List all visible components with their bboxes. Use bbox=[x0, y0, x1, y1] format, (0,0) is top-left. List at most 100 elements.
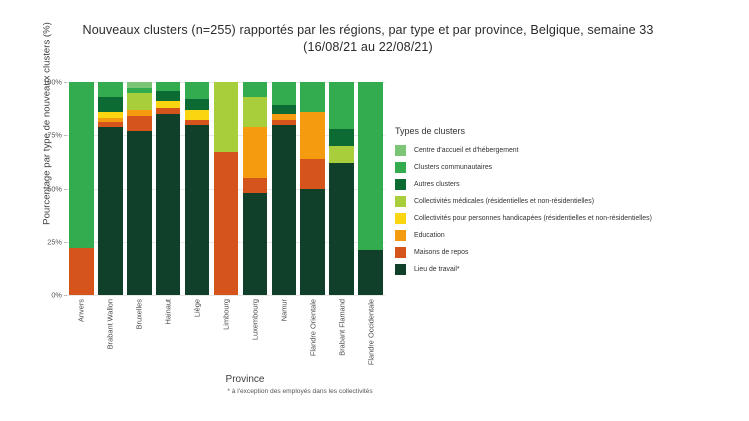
bar-column[interactable] bbox=[183, 82, 212, 295]
bar-segment[interactable] bbox=[242, 82, 268, 97]
bar-segment[interactable] bbox=[127, 92, 152, 110]
y-axis-tick-mark bbox=[64, 188, 67, 190]
legend-swatch bbox=[395, 230, 406, 241]
bar-segment[interactable] bbox=[184, 124, 210, 295]
bar-segment[interactable] bbox=[358, 82, 383, 251]
bar-segment[interactable] bbox=[184, 82, 210, 100]
y-axis-tick-mark bbox=[64, 135, 67, 137]
x-axis-label-cell: Flandre Occidentale bbox=[356, 297, 385, 375]
chart-title: Nouveaux clusters (n=255) rapportés par … bbox=[38, 22, 698, 56]
y-axis-tick-label: 75% bbox=[47, 130, 62, 140]
bar-segment[interactable] bbox=[127, 82, 152, 89]
legend-item[interactable]: Clusters communautaires bbox=[395, 159, 745, 176]
legend-item-label: Centre d'accueil et d'hébergement bbox=[414, 147, 519, 154]
legend-item[interactable]: Collectivités pour personnes handicapées… bbox=[395, 210, 745, 227]
bar-segment[interactable] bbox=[242, 177, 268, 193]
bar-segment[interactable] bbox=[155, 82, 181, 91]
bar-column[interactable] bbox=[212, 82, 241, 295]
y-axis-tick-mark bbox=[64, 241, 67, 243]
legend-item-label: Collectivités pour personnes handicapées… bbox=[414, 215, 652, 222]
bar-column[interactable] bbox=[269, 82, 298, 295]
bar-segment[interactable] bbox=[69, 82, 94, 249]
legend-item[interactable]: Autres clusters bbox=[395, 176, 745, 193]
bar-segment[interactable] bbox=[98, 96, 123, 112]
legend-title: Types de clusters bbox=[395, 126, 466, 136]
x-axis-label-cell: Flandre Orientale bbox=[298, 297, 327, 375]
bar-segment[interactable] bbox=[127, 116, 152, 131]
bar-segment[interactable] bbox=[358, 250, 383, 295]
bar-segment[interactable] bbox=[69, 248, 94, 295]
legend-item[interactable]: Lieu de travail* bbox=[395, 261, 745, 278]
bar-segment[interactable] bbox=[329, 162, 354, 295]
bar-segment[interactable] bbox=[300, 188, 325, 295]
bar-column[interactable] bbox=[125, 82, 154, 295]
bar-column[interactable] bbox=[154, 82, 183, 295]
bar-column[interactable] bbox=[96, 82, 125, 295]
y-axis-tick-mark bbox=[64, 82, 67, 83]
bar-segment[interactable] bbox=[271, 82, 297, 106]
bar-column[interactable] bbox=[240, 82, 269, 295]
y-axis-title: Pourcentage par type de nouveaux cluster… bbox=[41, 22, 53, 225]
bar-segment[interactable] bbox=[155, 90, 181, 102]
x-axis-label-cell: Limbourg bbox=[212, 297, 241, 375]
bar-column[interactable] bbox=[298, 82, 327, 295]
legend-item[interactable]: Maisons de repos bbox=[395, 244, 745, 261]
legend-item[interactable]: Centre d'accueil et d'hébergement bbox=[395, 142, 745, 159]
bar-segment[interactable] bbox=[184, 109, 210, 121]
legend-item-label: Autres clusters bbox=[414, 181, 460, 188]
bar-segment[interactable] bbox=[98, 118, 123, 123]
legend-swatch bbox=[395, 264, 406, 275]
legend-swatch bbox=[395, 162, 406, 173]
bar-segment[interactable] bbox=[329, 145, 354, 163]
bar-segment[interactable] bbox=[184, 99, 210, 110]
bar-segment[interactable] bbox=[155, 101, 181, 108]
legend-item-label: Clusters communautaires bbox=[414, 164, 493, 171]
x-axis-label-cell: Bruxelles bbox=[125, 297, 154, 375]
bar-segment[interactable] bbox=[271, 120, 297, 125]
bar-segment[interactable] bbox=[98, 82, 123, 97]
x-axis-tick-label: Namur bbox=[279, 299, 289, 322]
bar-segment[interactable] bbox=[300, 82, 325, 112]
bar-segment[interactable] bbox=[271, 124, 297, 295]
bar-segment[interactable] bbox=[242, 96, 268, 127]
legend-item-label: Collectivités médicales (résidentielles … bbox=[414, 198, 595, 205]
bar-segment[interactable] bbox=[184, 120, 210, 125]
bar-segment[interactable] bbox=[213, 152, 239, 295]
bar-column[interactable] bbox=[327, 82, 356, 295]
x-axis-tick-label: Brabant Flamand bbox=[337, 299, 347, 356]
bar-segment[interactable] bbox=[300, 158, 325, 189]
legend-item[interactable]: Education bbox=[395, 227, 745, 244]
bar-segment[interactable] bbox=[329, 82, 354, 129]
bar-segment[interactable] bbox=[271, 113, 297, 121]
x-axis-label-cell: Luxembourg bbox=[240, 297, 269, 375]
bar-segment[interactable] bbox=[242, 192, 268, 295]
bar-column[interactable] bbox=[356, 82, 385, 295]
bar-segment[interactable] bbox=[98, 111, 123, 119]
legend-swatch bbox=[395, 179, 406, 190]
x-axis-label-cell: Liège bbox=[183, 297, 212, 375]
legend-swatch bbox=[395, 213, 406, 224]
bar-segment[interactable] bbox=[271, 105, 297, 114]
bar-segment[interactable] bbox=[155, 107, 181, 114]
gridline bbox=[67, 295, 385, 296]
x-axis-tick-label: Bruxelles bbox=[134, 299, 144, 330]
x-axis-tick-label: Flandre Orientale bbox=[308, 299, 318, 357]
x-axis-labels: Anvers Brabant Wallon Bruxelles Hainaut Lièg… bbox=[67, 297, 385, 375]
bar-series bbox=[67, 82, 385, 295]
legend-item[interactable]: Collectivités médicales (résidentielles … bbox=[395, 193, 745, 210]
bar-segment[interactable] bbox=[155, 113, 181, 295]
bar-segment[interactable] bbox=[213, 82, 239, 153]
x-axis-tick-label: Brabant Wallon bbox=[105, 299, 115, 350]
bar-segment[interactable] bbox=[127, 109, 152, 117]
bar-segment[interactable] bbox=[127, 88, 152, 93]
bar-column[interactable] bbox=[67, 82, 96, 295]
bar-segment[interactable] bbox=[242, 126, 268, 178]
x-axis-label-cell: Namur bbox=[269, 297, 298, 375]
y-axis-tick-label: 25% bbox=[47, 237, 62, 247]
bar-segment[interactable] bbox=[98, 126, 123, 295]
bar-segment[interactable] bbox=[329, 128, 354, 146]
bar-segment[interactable] bbox=[127, 131, 152, 295]
x-axis-label-cell: Hainaut bbox=[154, 297, 183, 375]
bar-segment[interactable] bbox=[300, 111, 325, 159]
bar-segment[interactable] bbox=[98, 122, 123, 127]
